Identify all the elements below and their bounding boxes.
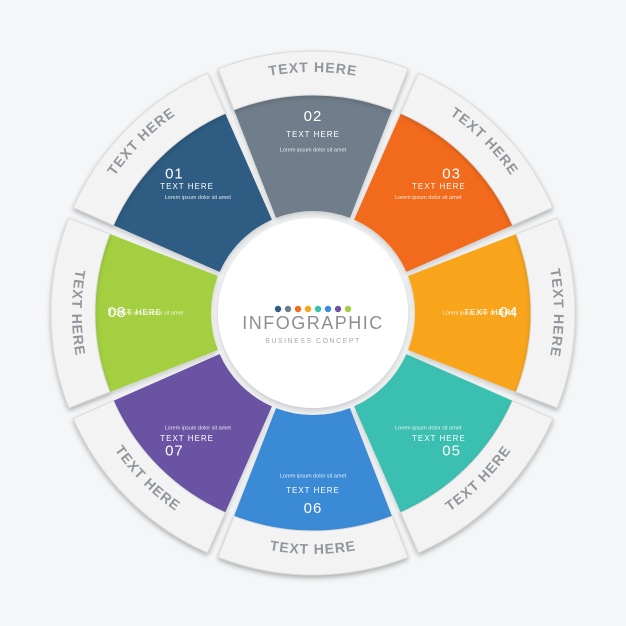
segment-01-body: Lorem ipsum dolor sit amet: [165, 195, 232, 201]
segment-05-caption: TEXT HERE: [412, 434, 466, 443]
segment-07-caption: TEXT HERE: [160, 434, 214, 443]
segment-07-body: Lorem ipsum dolor sit amet: [165, 426, 232, 432]
segment-03-number: 03: [442, 165, 461, 182]
segment-05-number: 05: [442, 443, 461, 460]
segment-06-number: 06: [304, 500, 323, 517]
center-subtitle: BUSINESS CONCEPT: [265, 338, 361, 345]
center-dot-1: [285, 306, 291, 312]
center-title: INFOGRAPHIC: [242, 313, 384, 333]
segment-06-body: Lorem ipsum dolor sit amet: [280, 473, 347, 479]
center-dot-3: [305, 306, 311, 312]
center-dot-5: [325, 306, 331, 312]
segment-06-caption: TEXT HERE: [286, 486, 340, 495]
center-dot-7: [345, 306, 351, 312]
segment-03-caption: TEXT HERE: [412, 182, 466, 191]
segment-08-body: Lorem ipsum dolor sit amet: [117, 310, 184, 316]
segment-02-body: Lorem ipsum dolor sit amet: [280, 147, 347, 153]
center-dot-6: [335, 306, 341, 312]
center-dot-2: [295, 306, 301, 312]
segment-02-caption: TEXT HERE: [286, 130, 340, 139]
segment-03-body: Lorem ipsum dolor sit amet: [395, 195, 462, 201]
segment-01-number: 01: [165, 165, 184, 182]
center-dot-4: [315, 306, 321, 312]
segment-01-caption: TEXT HERE: [160, 182, 214, 191]
segment-07-number: 07: [165, 443, 184, 460]
segment-04-body: Lorem ipsum dolor sit amet: [443, 310, 510, 316]
segment-02-number: 02: [304, 108, 323, 125]
infographic-wheel: TEXT HERE TEXT HERE TEXT HERE TEXT HERE TEXT…: [0, 0, 626, 626]
center-dot-0: [275, 306, 281, 312]
segment-05-body: Lorem ipsum dolor sit amet: [395, 426, 462, 432]
